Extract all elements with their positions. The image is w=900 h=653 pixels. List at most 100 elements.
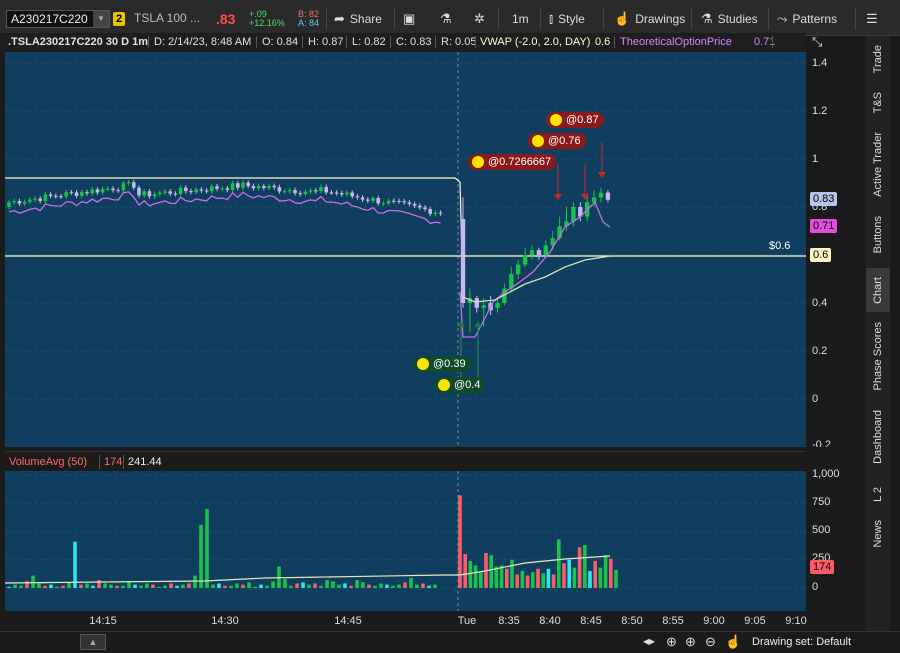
volume-tick: 500: [812, 524, 831, 536]
volume-bar: [505, 568, 509, 588]
volume-bar: [253, 586, 257, 588]
tab-chart[interactable]: Chart: [866, 268, 890, 312]
candle-body: [314, 190, 318, 192]
candle-body: [142, 191, 146, 196]
volume-bar: [61, 585, 65, 588]
tab-time-and-sales[interactable]: T&S: [866, 86, 890, 120]
volume-bar: [67, 582, 71, 588]
settings-button[interactable]: ✲: [474, 8, 485, 30]
crosshair-icon[interactable]: ⊕: [666, 634, 677, 649]
symbol-selector[interactable]: A230217C220 ▼: [6, 10, 110, 28]
sell-arrow-icon: [554, 194, 562, 200]
volume-average-line: [5, 555, 611, 584]
sell-order-label[interactable]: @0.7266667: [468, 154, 557, 170]
tab-news[interactable]: News: [866, 514, 890, 554]
candles-icon: ⫾: [549, 11, 554, 26]
sell-order-label[interactable]: @0.87: [546, 112, 604, 128]
style-label: Style: [558, 12, 585, 26]
pan-icon[interactable]: ◂▸: [643, 634, 656, 648]
buy-order-label[interactable]: @0.39: [413, 356, 471, 372]
bid-ask-display: B: 82 A: 84: [298, 10, 319, 28]
tab-trade[interactable]: Trade: [866, 40, 890, 78]
candle-body: [194, 189, 198, 193]
vwap-price-tag: 0.6: [810, 248, 832, 262]
tab-buttons[interactable]: Buttons: [866, 208, 890, 262]
volume-bar: [468, 560, 473, 588]
drawing-set-label[interactable]: Drawing set: Default: [752, 636, 852, 648]
volume-axis[interactable]: 1,000 750 500 250 0 174: [806, 468, 866, 611]
collapse-icon[interactable]: ⤡: [812, 34, 823, 49]
price-tick: 0: [812, 393, 819, 405]
volume-bar: [49, 584, 53, 588]
tab-level2[interactable]: L 2: [866, 480, 890, 508]
vwap-line: [462, 255, 611, 303]
patterns-button[interactable]: ⤳ Patterns: [777, 8, 837, 30]
candle-body: [319, 186, 323, 192]
candle-body: [251, 186, 256, 189]
tab-dashboard[interactable]: Dashboard: [866, 402, 890, 472]
volume-bar: [361, 582, 365, 588]
candle-body: [516, 264, 521, 275]
candle-body: [100, 188, 105, 193]
expand-up-icon[interactable]: ▲: [80, 634, 106, 650]
volume-study-label[interactable]: VolumeAvg (50): [9, 456, 88, 468]
lab-button[interactable]: ⚗: [440, 8, 452, 30]
volume-chart[interactable]: [5, 471, 806, 611]
style-button[interactable]: ⫾ Style: [549, 8, 585, 30]
volume-bar: [536, 568, 540, 588]
divider: [148, 36, 149, 48]
tab-active-trader[interactable]: Active Trader: [866, 128, 890, 200]
drawings-button[interactable]: ☝ Drawings: [614, 8, 685, 30]
candle-body: [121, 183, 126, 191]
chart-symbol-desc: .TSLA230217C220 30 D 1m: [8, 36, 149, 48]
menu-button[interactable]: ☰: [866, 8, 878, 30]
volume-bar: [97, 580, 101, 588]
candle-body: [571, 207, 576, 222]
vwap-study-label[interactable]: VWAP (-2.0, 2.0, DAY): [480, 36, 591, 48]
candle-body: [106, 188, 110, 190]
link-badge[interactable]: 2: [113, 12, 125, 26]
order-price: @0.7266667: [488, 156, 552, 168]
volume-bar: [385, 584, 389, 588]
tab-phase-scores[interactable]: Phase Scores: [866, 318, 890, 394]
divider: [603, 8, 604, 30]
candle-body: [215, 186, 219, 189]
high-value: H: 0.87: [308, 36, 344, 48]
price-chart[interactable]: [5, 52, 806, 447]
vwap-line-label: $0.6: [769, 240, 791, 252]
candle-body: [564, 221, 569, 227]
buy-order-label[interactable]: @0.4: [434, 377, 486, 393]
sell-order-label[interactable]: @0.76: [528, 133, 586, 149]
zoom-out-icon[interactable]: ⊖: [705, 634, 716, 649]
time-axis[interactable]: 14:15 14:30 14:45 Tue 8:35 8:40 8:45 8:5…: [5, 611, 807, 631]
candle-body: [199, 189, 204, 191]
change-abs: +.09: [249, 9, 267, 19]
sidebar-scrollbar[interactable]: [890, 36, 900, 653]
divider: [475, 36, 476, 48]
volume-bar: [349, 585, 353, 588]
volume-bar: [421, 583, 425, 588]
divider: [772, 36, 773, 48]
theo-study-label[interactable]: TheoreticalOptionPrice: [620, 36, 732, 48]
share-button[interactable]: ➦ Share: [334, 8, 382, 30]
volume-bar: [572, 567, 577, 588]
zoom-in-icon[interactable]: ⊕: [685, 634, 696, 649]
volume-bar: [515, 574, 519, 588]
candle-body: [334, 192, 339, 194]
time-tick: 9:05: [744, 615, 766, 627]
candle-body: [272, 185, 276, 188]
time-tick: 8:45: [580, 615, 602, 627]
volume-tick: 0: [812, 581, 819, 593]
snapshot-button[interactable]: ▣: [403, 8, 415, 30]
volume-bar: [121, 585, 125, 588]
candle-body: [543, 245, 548, 255]
chevron-down-icon[interactable]: ▼: [93, 11, 109, 27]
divider: [855, 8, 856, 30]
candle-body: [350, 192, 354, 197]
timeframe-button[interactable]: 1m: [512, 8, 529, 30]
price-axis[interactable]: 1.4 1.2 1 0.8 0.4 0.2 0 -0.2 0.83 0.71 0…: [806, 52, 866, 447]
studies-button[interactable]: ⚗ Studies: [701, 8, 758, 30]
order-dot-icon: [472, 156, 484, 168]
hand-icon[interactable]: ☝: [725, 634, 742, 649]
volume-bar: [355, 580, 359, 588]
